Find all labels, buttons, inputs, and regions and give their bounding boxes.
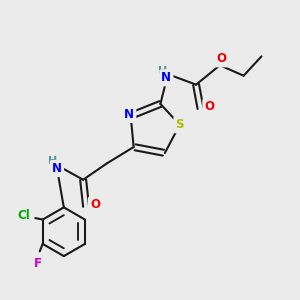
Text: Cl: Cl bbox=[18, 208, 30, 222]
Text: N: N bbox=[52, 162, 62, 175]
Text: F: F bbox=[34, 257, 42, 270]
Text: O: O bbox=[90, 199, 100, 212]
Text: O: O bbox=[216, 52, 226, 65]
Text: O: O bbox=[204, 100, 214, 113]
Text: H: H bbox=[158, 66, 167, 76]
Text: H: H bbox=[48, 156, 57, 166]
Text: N: N bbox=[124, 108, 134, 121]
Text: S: S bbox=[176, 118, 184, 131]
Text: N: N bbox=[161, 71, 171, 84]
